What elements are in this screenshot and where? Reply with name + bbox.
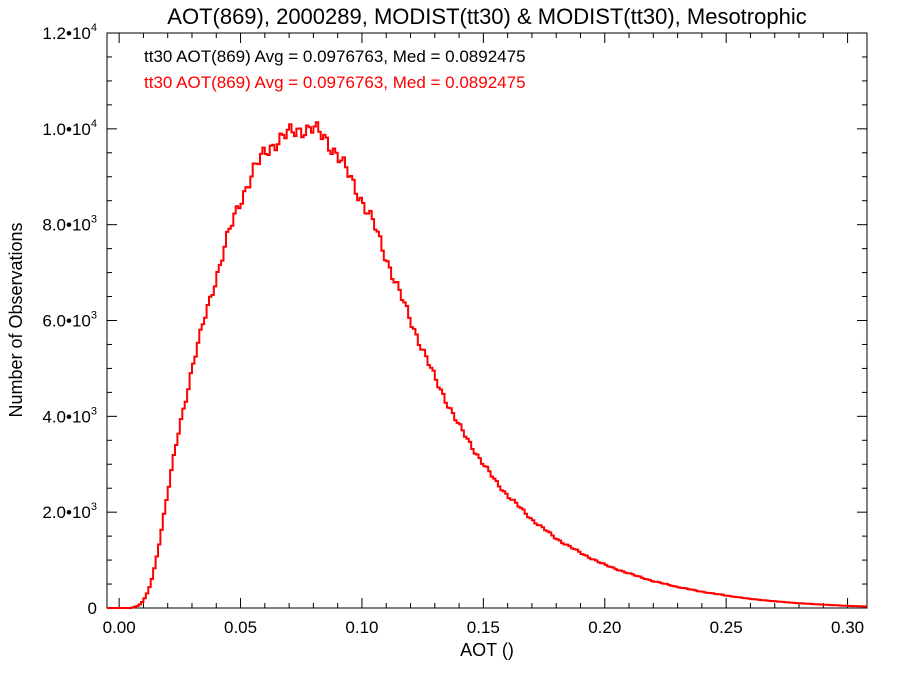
y-tick-label: 1.0•104 [42, 118, 97, 139]
chart-title: AOT(869), 2000289, MODIST(tt30) & MODIST… [167, 4, 806, 29]
y-tick-mantissa: 8.0•10 [42, 216, 91, 235]
y-tick-exponent: 3 [91, 310, 97, 322]
y-tick-mantissa: 1.2•10 [42, 24, 91, 43]
x-tick-label: 0.20 [588, 618, 621, 637]
y-tick-mantissa: 4.0•10 [42, 407, 91, 426]
x-tick-label: 0.00 [103, 618, 136, 637]
legend-entry: tt30 AOT(869) Avg = 0.0976763, Med = 0.0… [144, 47, 526, 66]
series-layer [107, 121, 867, 609]
y-tick-label: 0 [88, 599, 97, 618]
y-tick-mantissa: 2.0•10 [42, 503, 91, 522]
x-axis-label: AOT () [460, 640, 514, 660]
y-tick-exponent: 3 [91, 405, 97, 417]
legend-entry: tt30 AOT(869) Avg = 0.0976763, Med = 0.0… [144, 73, 526, 92]
x-tick-label: 0.15 [467, 618, 500, 637]
y-tick-mantissa: 6.0•10 [42, 312, 91, 331]
x-tick-label: 0.25 [710, 618, 743, 637]
y-tick-exponent: 4 [91, 118, 97, 130]
y-tick-mantissa: 1.0•10 [42, 120, 91, 139]
x-tick-label: 0.05 [224, 618, 257, 637]
y-tick-exponent: 3 [91, 214, 97, 226]
y-axis-ticks: 02.0•1034.0•1036.0•1038.0•1031.0•1041.2•… [42, 22, 867, 618]
x-tick-label: 0.10 [345, 618, 378, 637]
y-tick-label: 2.0•103 [42, 501, 97, 522]
x-tick-label: 0.30 [831, 618, 864, 637]
y-tick-label: 4.0•103 [42, 405, 97, 426]
x-axis-ticks: 0.00 0.05 0.10 0.15 0.20 0.25 0.30 [103, 33, 864, 637]
y-tick-exponent: 4 [91, 22, 97, 34]
y-tick-label: 1.2•104 [42, 22, 97, 43]
y-tick-mantissa: 0 [88, 599, 97, 618]
plot-area: 0.00 0.05 0.10 0.15 0.20 0.25 0.30 02.0•1034.0… [42, 22, 868, 637]
histogram-series-line-0 [107, 121, 867, 609]
y-axis-label: Number of Observations [6, 222, 26, 417]
y-tick-label: 8.0•103 [42, 214, 97, 235]
y-tick-label: 6.0•103 [42, 310, 97, 331]
y-tick-exponent: 3 [91, 501, 97, 513]
legend: tt30 AOT(869) Avg = 0.0976763, Med = 0.0… [144, 47, 526, 92]
